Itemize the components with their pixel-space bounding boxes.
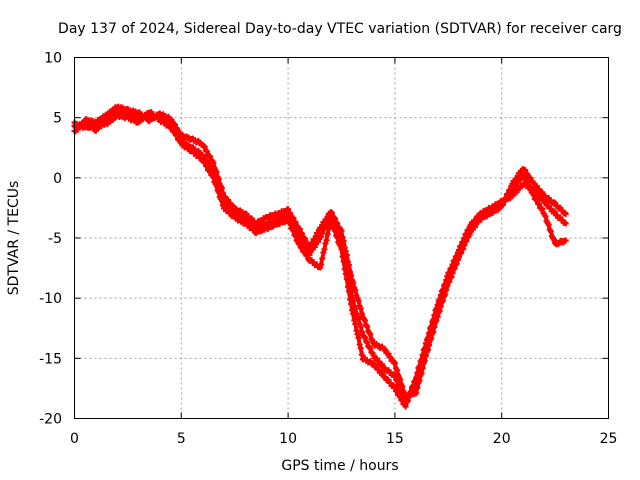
data-layer [71,103,569,410]
x-tick-label: 0 [70,431,79,447]
series-track-c [71,109,569,405]
y-tick-label: 0 [53,171,62,187]
series-line [73,104,568,399]
x-tick-label: 20 [493,431,511,447]
y-tick-label: 5 [53,111,62,127]
series-track-b [71,103,569,400]
x-axis-label: GPS time / hours [281,458,398,474]
x-tick-label: 5 [177,431,186,447]
y-axis-label: SDTVAR / TECUs [6,181,22,296]
tick-layer: 0 5 10 15 20 25 10 5 0 -5 -10 -15 -20 [39,51,617,448]
chart-title: Day 137 of 2024, Sidereal Day-to-day VTE… [58,21,622,37]
series-track-a [71,107,569,410]
x-tick-label: 15 [386,431,404,447]
x-tick-label: 10 [279,431,297,447]
y-tick-label: -5 [48,231,62,247]
y-tick-label: 10 [44,51,62,67]
y-tick-label: -10 [39,291,62,307]
y-tick-label: -20 [39,412,62,428]
series-line [73,109,567,404]
y-tick-label: -15 [39,351,62,367]
x-tick-label: 25 [600,431,618,447]
